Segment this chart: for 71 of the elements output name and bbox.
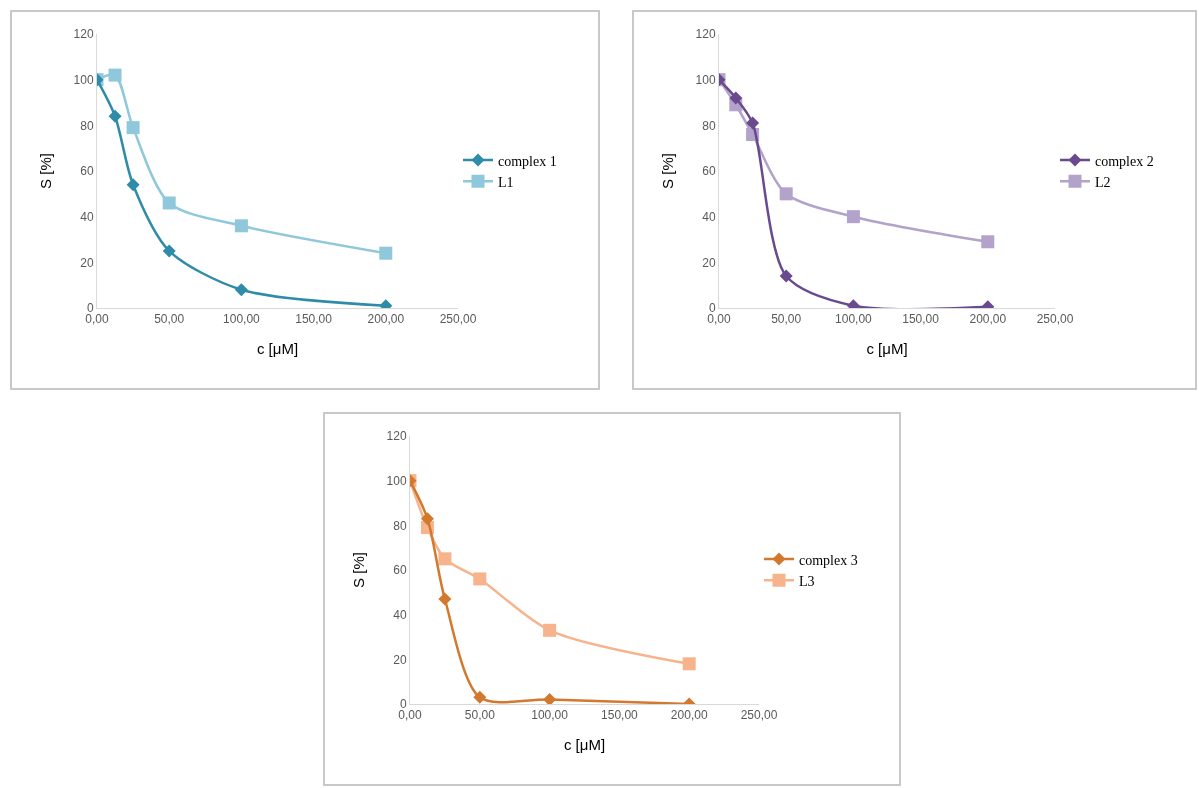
- x-tick-label: 0,00: [398, 708, 422, 723]
- point: [682, 657, 696, 671]
- point: [981, 235, 995, 249]
- y-tick-label: 60: [393, 563, 407, 578]
- point: [162, 196, 176, 210]
- x-tick-label: 50,00: [154, 312, 185, 327]
- point: [234, 219, 248, 233]
- y-tick-label: 120: [73, 27, 94, 42]
- legend-label: L1: [498, 174, 514, 190]
- point: [473, 690, 487, 704]
- y-axis-title: S [%]: [349, 552, 367, 588]
- y-tick-label: 60: [80, 164, 94, 179]
- x-axis-title: c [μM]: [256, 340, 299, 358]
- legend-label: complex 1: [498, 153, 557, 169]
- x-tick-label: 50,00: [464, 708, 496, 723]
- y-tick-label: 120: [695, 27, 716, 42]
- y-tick-label: 100: [695, 72, 716, 87]
- legend-label: L2: [1095, 174, 1111, 190]
- point: [438, 592, 452, 606]
- x-tick-label: 200,00: [367, 312, 405, 327]
- point: [379, 246, 393, 260]
- y-tick-label: 20: [80, 255, 94, 270]
- point: [846, 210, 860, 224]
- point: [543, 623, 557, 637]
- x-tick-label: 0,00: [707, 312, 731, 327]
- y-tick-label: 120: [386, 429, 407, 444]
- y-tick-label: 80: [393, 518, 407, 533]
- x-tick-label: 0,00: [85, 312, 109, 327]
- x-tick-label: 200,00: [670, 708, 708, 723]
- point: [729, 91, 743, 105]
- y-tick-label: 20: [393, 652, 407, 667]
- y-tick-label: 20: [702, 255, 716, 270]
- point: [473, 572, 487, 586]
- y-tick-label: 60: [702, 164, 716, 179]
- x-tick-label: 150,00: [295, 312, 333, 327]
- legend-label: complex 3: [799, 552, 858, 568]
- y-axis-title: S [%]: [36, 153, 54, 189]
- x-tick-label: 250,00: [740, 708, 778, 723]
- point: [779, 269, 793, 283]
- point: [108, 68, 122, 82]
- point: [438, 552, 452, 566]
- x-tick-label: 250,00: [439, 312, 477, 327]
- y-tick-label: 80: [702, 118, 716, 133]
- y-tick-label: 40: [80, 209, 94, 224]
- x-tick-label: 150,00: [601, 708, 639, 723]
- x-axis-title: c [μM]: [563, 736, 606, 754]
- point: [746, 116, 760, 130]
- y-tick-label: 40: [702, 209, 716, 224]
- y-tick-label: 40: [393, 607, 407, 622]
- legend-label: complex 2: [1095, 153, 1154, 169]
- x-tick-label: 250,00: [1036, 312, 1074, 327]
- point: [543, 693, 557, 704]
- x-tick-label: 150,00: [902, 312, 940, 327]
- y-tick-label: 100: [386, 473, 407, 488]
- y-tick-label: 100: [73, 72, 94, 87]
- y-axis-title: S [%]: [658, 153, 676, 189]
- x-tick-label: 100,00: [223, 312, 261, 327]
- x-tick-label: 200,00: [969, 312, 1007, 327]
- point: [126, 121, 140, 135]
- point: [779, 187, 793, 201]
- point: [234, 283, 248, 297]
- legend-label: L3: [799, 573, 815, 589]
- x-axis-title: c [μM]: [866, 340, 908, 358]
- y-tick-label: 80: [80, 118, 94, 133]
- point: [162, 244, 176, 258]
- point: [108, 109, 122, 123]
- x-tick-label: 100,00: [531, 708, 569, 723]
- point: [420, 512, 434, 526]
- x-tick-label: 100,00: [835, 312, 873, 327]
- point: [126, 178, 140, 192]
- x-tick-label: 50,00: [771, 312, 802, 327]
